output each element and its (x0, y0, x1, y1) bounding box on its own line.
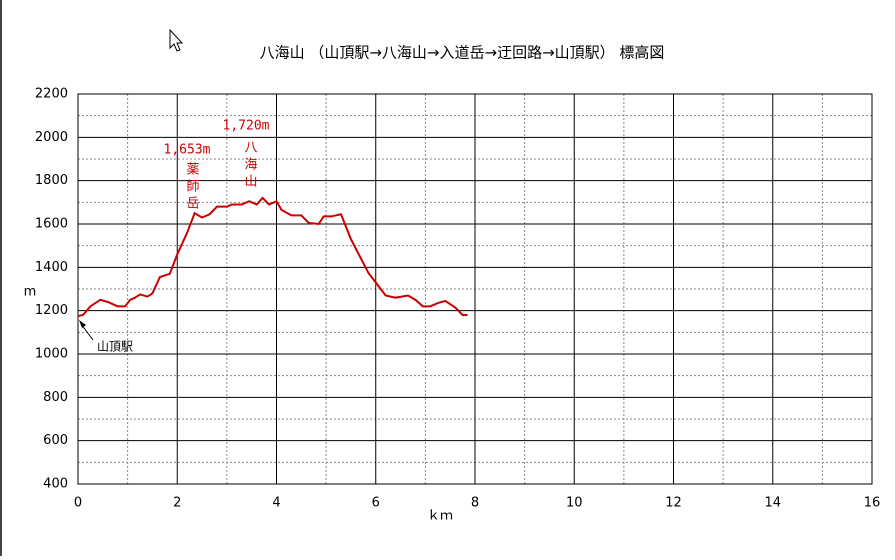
y-axis-label: m (24, 285, 37, 300)
x-tick-label: 16 (864, 496, 881, 511)
annotation: 山頂駅 (97, 340, 133, 354)
annotation: 1,653m (164, 143, 211, 158)
x-tick-label: 2 (173, 496, 181, 511)
y-tick-label: 400 (43, 477, 68, 492)
x-tick-label: 6 (372, 496, 380, 511)
y-tick-label: 2000 (35, 130, 68, 145)
cursor (169, 28, 184, 52)
x-tick-label: 4 (272, 496, 280, 511)
x-tick-label: 14 (764, 496, 781, 511)
annotation: 薬師岳 (184, 162, 200, 213)
plot-frame (77, 93, 873, 485)
annotation: 八海山 (242, 140, 258, 191)
x-tick-label: 0 (74, 496, 82, 511)
y-tick-label: 1600 (35, 217, 68, 232)
annotation: 1,720m (223, 119, 270, 134)
x-tick-label: 12 (665, 496, 682, 511)
elevation-line (77, 196, 468, 318)
x-axis-label: ｋｍ (427, 509, 453, 524)
y-tick-label: 1400 (35, 260, 68, 275)
chart-title: 八海山 （山頂駅→八海山→入道岳→迂回路→山頂駅） 標高図 (260, 44, 665, 62)
y-tick-label: 1000 (35, 347, 68, 362)
y-tick-label: 600 (43, 433, 68, 448)
x-tick-label: 8 (471, 496, 479, 511)
y-tick-label: 800 (43, 390, 68, 405)
x-tick-label: 10 (566, 496, 583, 511)
y-tick-label: 2200 (35, 87, 68, 102)
arrow-head (79, 320, 86, 328)
y-tick-label: 1800 (35, 173, 68, 188)
y-tick-label: 1200 (35, 303, 68, 318)
